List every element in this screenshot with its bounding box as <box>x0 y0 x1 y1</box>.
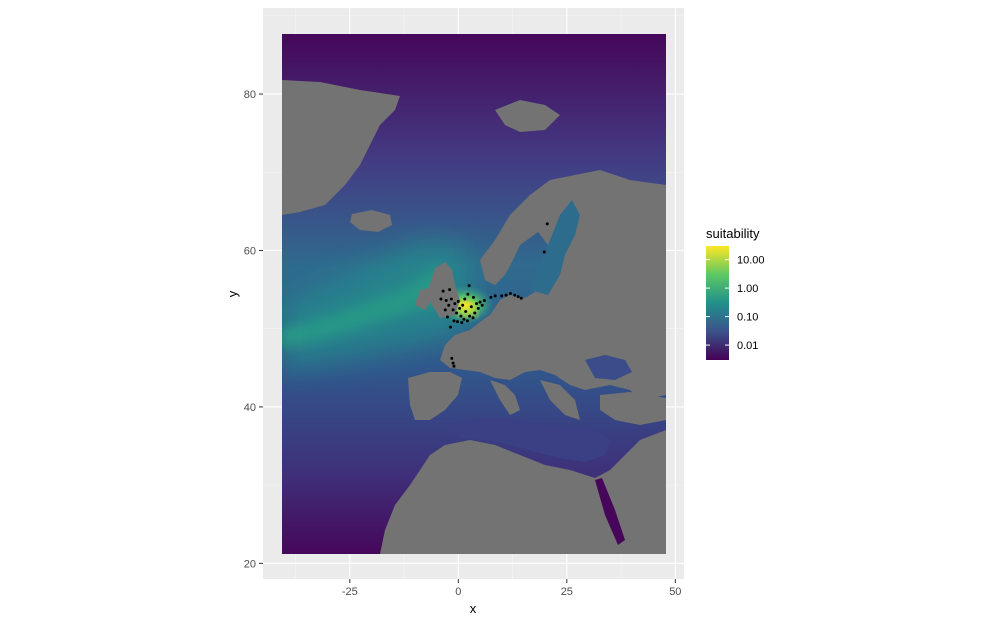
occurrence-point <box>453 302 457 306</box>
occurrence-point <box>489 295 493 299</box>
occurrence-point <box>445 315 449 319</box>
occurrence-point <box>450 356 454 360</box>
svalbard <box>495 100 560 132</box>
x-tick-label: -25 <box>342 586 358 598</box>
occurrence-point <box>473 311 477 315</box>
x-tick-label: 50 <box>669 586 681 598</box>
north-africa-middle-east <box>380 430 666 554</box>
suitability-raster <box>282 34 666 554</box>
inland-seas <box>445 200 632 545</box>
anatolia <box>600 392 666 425</box>
occurrence-point <box>461 303 465 307</box>
occurrence-point <box>460 320 464 324</box>
legend-colorbar <box>706 246 729 360</box>
occurrence-point <box>455 320 459 324</box>
occurrence-point <box>468 314 472 318</box>
legend-break-label: 10.00 <box>737 255 765 267</box>
greenland <box>282 80 400 215</box>
occurrence-point <box>467 284 471 288</box>
occurrence-point <box>545 222 549 226</box>
legend-break-label: 0.10 <box>737 312 758 324</box>
occurrence-point <box>448 325 452 329</box>
occurrence-point <box>452 319 456 323</box>
occurrence-point <box>465 319 469 323</box>
x-tick-label: 0 <box>455 586 461 598</box>
x-axis-title: x <box>470 601 477 616</box>
occurrence-points <box>439 222 549 368</box>
black-sea <box>585 355 632 380</box>
mediterranean-sea <box>445 418 610 462</box>
occurrence-point <box>451 361 455 365</box>
occurrence-point <box>466 292 470 296</box>
occurrence-point <box>458 306 462 310</box>
occurrence-point <box>443 308 447 312</box>
occurrence-point <box>519 296 523 300</box>
occurrence-point <box>455 311 459 315</box>
x-tick-label: 25 <box>561 586 573 598</box>
y-tick-label: 80 <box>244 89 256 101</box>
y-tick-label: 60 <box>244 245 256 257</box>
occurrence-point <box>447 303 451 307</box>
occurrence-point <box>472 295 475 299</box>
y-axis: 20 40 60 80 <box>244 89 263 570</box>
iceland <box>350 210 392 232</box>
occurrence-point <box>471 316 475 320</box>
y-tick-label: 20 <box>244 558 256 570</box>
legend-breaks: 0.01 0.10 1.00 10.00 <box>706 255 765 352</box>
occurrence-point <box>504 293 508 297</box>
occurrence-point <box>444 299 448 303</box>
legend: suitability 0.01 0.10 1.00 10.00 <box>706 226 765 360</box>
italy-balkans <box>490 380 580 420</box>
occurrence-point <box>439 297 443 301</box>
occurrence-point <box>462 317 466 321</box>
legend-break-label: 1.00 <box>737 283 758 295</box>
legend-break-label: 0.01 <box>737 340 758 352</box>
occurrence-point <box>480 303 484 307</box>
occurrence-point <box>464 309 468 313</box>
occurrence-point <box>516 295 520 299</box>
occurrence-point <box>469 305 473 309</box>
occurrence-point <box>463 297 467 301</box>
occurrence-point <box>449 297 453 301</box>
legend-title: suitability <box>706 226 760 241</box>
occurrence-point <box>451 308 455 312</box>
occurrence-point <box>478 300 482 304</box>
occurrence-point <box>493 294 497 298</box>
occurrence-point <box>513 293 517 297</box>
occurrence-point <box>500 294 504 298</box>
occurrence-point <box>482 299 486 303</box>
y-axis-title: y <box>225 290 240 297</box>
baltic-sea <box>530 200 580 295</box>
red-sea <box>595 478 625 545</box>
occurrence-point <box>475 302 479 306</box>
x-axis: -25 0 25 50 <box>342 579 681 598</box>
occurrence-point <box>456 299 460 303</box>
y-tick-label: 40 <box>244 402 256 414</box>
occurrence-point <box>448 288 452 292</box>
occurrence-point <box>459 314 463 318</box>
occurrence-point <box>508 292 512 295</box>
occurrence-point <box>476 306 480 310</box>
occurrence-point <box>441 289 445 293</box>
occurrence-point <box>452 364 456 368</box>
occurrence-point <box>542 250 546 254</box>
atlantic-glow <box>282 240 470 370</box>
iberia <box>408 372 462 420</box>
